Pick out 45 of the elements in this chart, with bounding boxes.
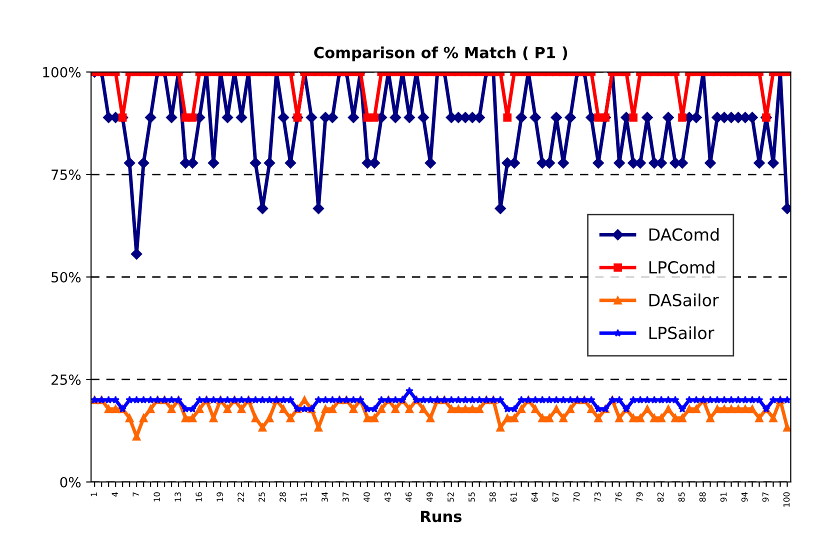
y-tick-label: 75% <box>52 169 81 180</box>
chart-title: Comparison of % Match ( P1 ) <box>314 46 568 62</box>
x-tick-label: 76 <box>615 492 622 502</box>
x-tick-label: 31 <box>300 492 307 502</box>
x-tick-label: 91 <box>720 492 727 502</box>
x-tick-label: 49 <box>426 492 433 502</box>
x-tick-label: 19 <box>216 492 223 502</box>
x-tick-label: 25 <box>258 492 265 502</box>
x-tick-label: 58 <box>490 492 496 502</box>
x-tick-label: 70 <box>573 492 580 502</box>
legend-label: LPSailor <box>649 326 714 340</box>
x-tick-label: 40 <box>364 492 370 502</box>
x-tick-label: 100 <box>783 492 790 507</box>
x-tick-label: 97 <box>762 492 769 502</box>
x-tick-label: 4 <box>112 492 118 497</box>
y-tick-label: 0% <box>60 476 81 488</box>
x-tick-label: 1 <box>90 492 97 496</box>
x-tick-label: 64 <box>531 492 538 502</box>
x-tick-label: 16 <box>196 492 202 502</box>
legend-label: DASailor <box>649 294 719 306</box>
x-tick-label: 82 <box>657 492 664 502</box>
x-tick-label: 13 <box>174 492 181 502</box>
legend-label: LPComd <box>649 260 714 274</box>
x-tick-label: 28 <box>280 492 286 502</box>
x-tick-label: 79 <box>636 492 643 502</box>
y-tick-label: 50% <box>52 272 81 282</box>
x-tick-label: 34 <box>322 492 328 502</box>
x-tick-label: 61 <box>510 492 517 502</box>
x-tick-label: 46 <box>406 492 412 502</box>
x-tick-label: 67 <box>552 492 559 502</box>
x-tick-label: 73 <box>594 492 601 502</box>
y-tick-label: 25% <box>52 374 81 385</box>
x-tick-label: 85 <box>678 492 685 502</box>
x-tick-label: 94 <box>741 492 748 502</box>
x-tick-label: 37 <box>342 492 349 502</box>
x-tick-label: 88 <box>699 492 706 502</box>
x-tick-label: 7 <box>132 492 139 496</box>
y-tick-label: 100% <box>43 66 81 78</box>
legend-label: DAComd <box>649 228 719 241</box>
x-tick-label: 10 <box>154 492 160 502</box>
x-tick-label: 55 <box>468 492 475 502</box>
x-axis-title: Runs <box>421 510 462 522</box>
x-tick-label: 43 <box>384 492 391 502</box>
x-tick-label: 52 <box>448 492 454 502</box>
x-tick-label: 22 <box>238 492 244 502</box>
